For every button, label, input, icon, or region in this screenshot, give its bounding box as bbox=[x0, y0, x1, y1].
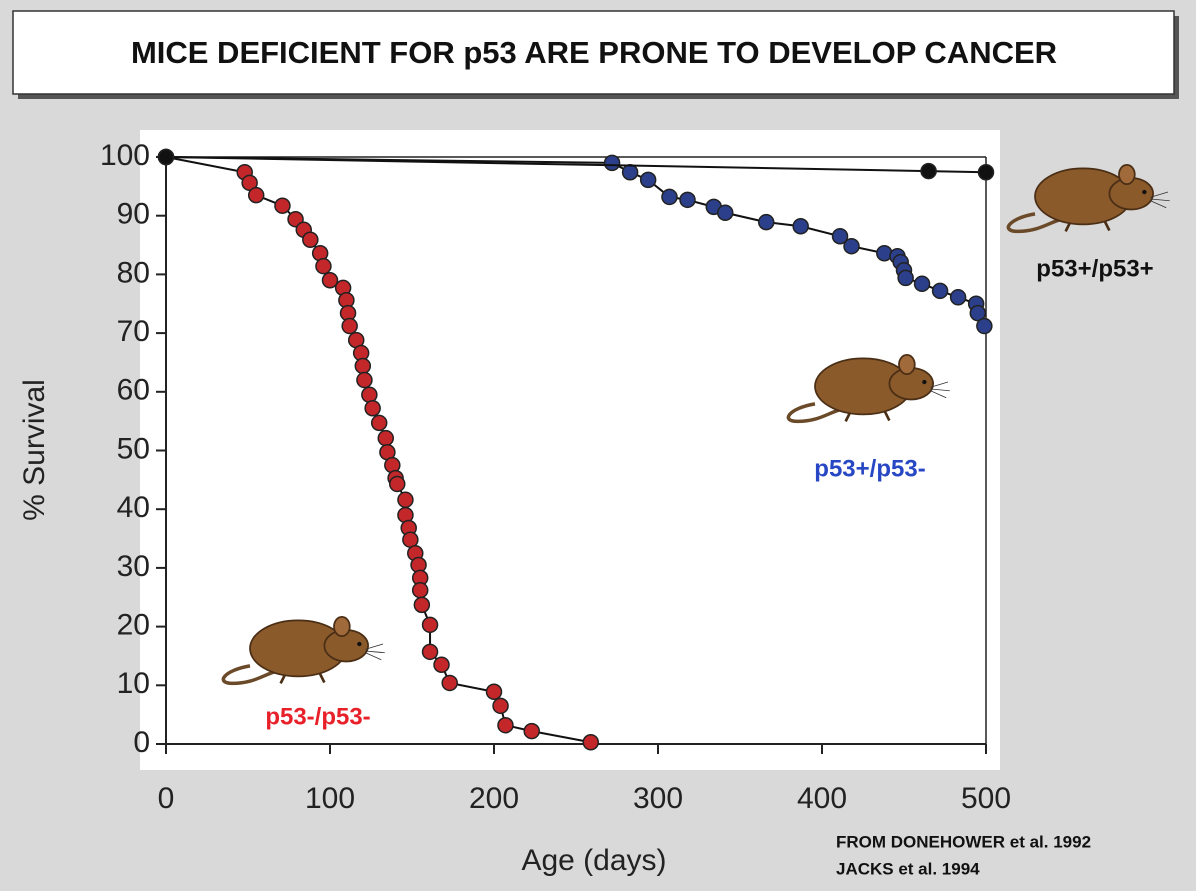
x-axis-title: Age (days) bbox=[521, 844, 666, 877]
data-point bbox=[969, 304, 987, 322]
y-tick-label: 80 bbox=[117, 256, 150, 289]
data-point bbox=[341, 317, 358, 335]
y-tick-label: 90 bbox=[117, 198, 150, 231]
data-point bbox=[976, 317, 993, 335]
data-point bbox=[274, 197, 291, 214]
data-point bbox=[661, 188, 678, 206]
x-tick-label: 0 bbox=[158, 782, 175, 815]
data-point bbox=[302, 231, 319, 249]
data-point bbox=[831, 227, 849, 245]
y-tick-label: 40 bbox=[117, 491, 150, 524]
data-point bbox=[364, 399, 381, 417]
data-point bbox=[397, 491, 414, 509]
data-point bbox=[603, 154, 621, 172]
data-point bbox=[377, 429, 395, 447]
data-point bbox=[716, 204, 734, 222]
data-point bbox=[679, 191, 696, 209]
y-tick-label: 10 bbox=[117, 667, 150, 700]
data-point bbox=[413, 596, 431, 614]
data-point bbox=[582, 733, 600, 751]
data-point bbox=[931, 282, 949, 300]
data-point bbox=[402, 531, 419, 548]
title-box bbox=[12, 10, 1175, 95]
series-label: p53+/p53+ bbox=[1036, 255, 1153, 282]
series-label: p53-/p53- bbox=[265, 703, 370, 730]
y-tick-label: 100 bbox=[100, 139, 150, 172]
data-point bbox=[157, 148, 175, 166]
chart-title: MICE DEFICIENT FOR p53 ARE PRONE TO DEVE… bbox=[131, 35, 1057, 70]
data-point bbox=[315, 257, 332, 275]
data-point bbox=[356, 371, 373, 389]
y-tick-label: 0 bbox=[133, 726, 150, 759]
data-point bbox=[977, 164, 995, 181]
x-tick-label: 400 bbox=[797, 782, 847, 815]
x-tick-label: 200 bbox=[469, 782, 519, 815]
series-label: p53+/p53- bbox=[814, 455, 925, 482]
data-point bbox=[247, 186, 265, 204]
x-tick-label: 300 bbox=[633, 782, 683, 815]
data-point bbox=[843, 237, 860, 255]
data-point bbox=[920, 162, 937, 180]
data-point bbox=[441, 674, 458, 692]
data-point bbox=[411, 581, 429, 599]
y-tick-label: 60 bbox=[117, 374, 150, 407]
x-tick-label: 100 bbox=[305, 782, 355, 815]
data-point bbox=[913, 275, 931, 293]
data-point bbox=[370, 414, 388, 432]
data-point bbox=[792, 218, 809, 235]
data-point bbox=[497, 716, 514, 734]
data-point bbox=[485, 683, 503, 701]
data-point bbox=[639, 171, 657, 189]
data-point bbox=[621, 164, 639, 181]
data-point bbox=[421, 616, 439, 634]
data-point bbox=[361, 386, 378, 403]
data-point bbox=[757, 213, 775, 231]
data-point bbox=[421, 643, 439, 661]
y-tick-label: 50 bbox=[117, 432, 150, 465]
source-note: JACKS et al. 1994 bbox=[836, 859, 980, 878]
source-note: FROM DONEHOWER et al. 1992 bbox=[836, 832, 1091, 851]
data-point bbox=[897, 269, 914, 287]
x-tick-label: 500 bbox=[961, 782, 1011, 815]
mouse-icon bbox=[1006, 163, 1172, 234]
data-point bbox=[321, 272, 339, 289]
data-point bbox=[949, 289, 967, 306]
y-tick-label: 70 bbox=[117, 315, 150, 348]
y-tick-label: 30 bbox=[117, 550, 150, 583]
data-point bbox=[492, 697, 509, 715]
data-point bbox=[433, 656, 450, 674]
data-point bbox=[354, 357, 372, 375]
y-axis-title: % Survival bbox=[18, 379, 51, 521]
data-point bbox=[523, 722, 540, 740]
y-tick-label: 20 bbox=[117, 609, 150, 642]
data-point bbox=[388, 475, 406, 493]
